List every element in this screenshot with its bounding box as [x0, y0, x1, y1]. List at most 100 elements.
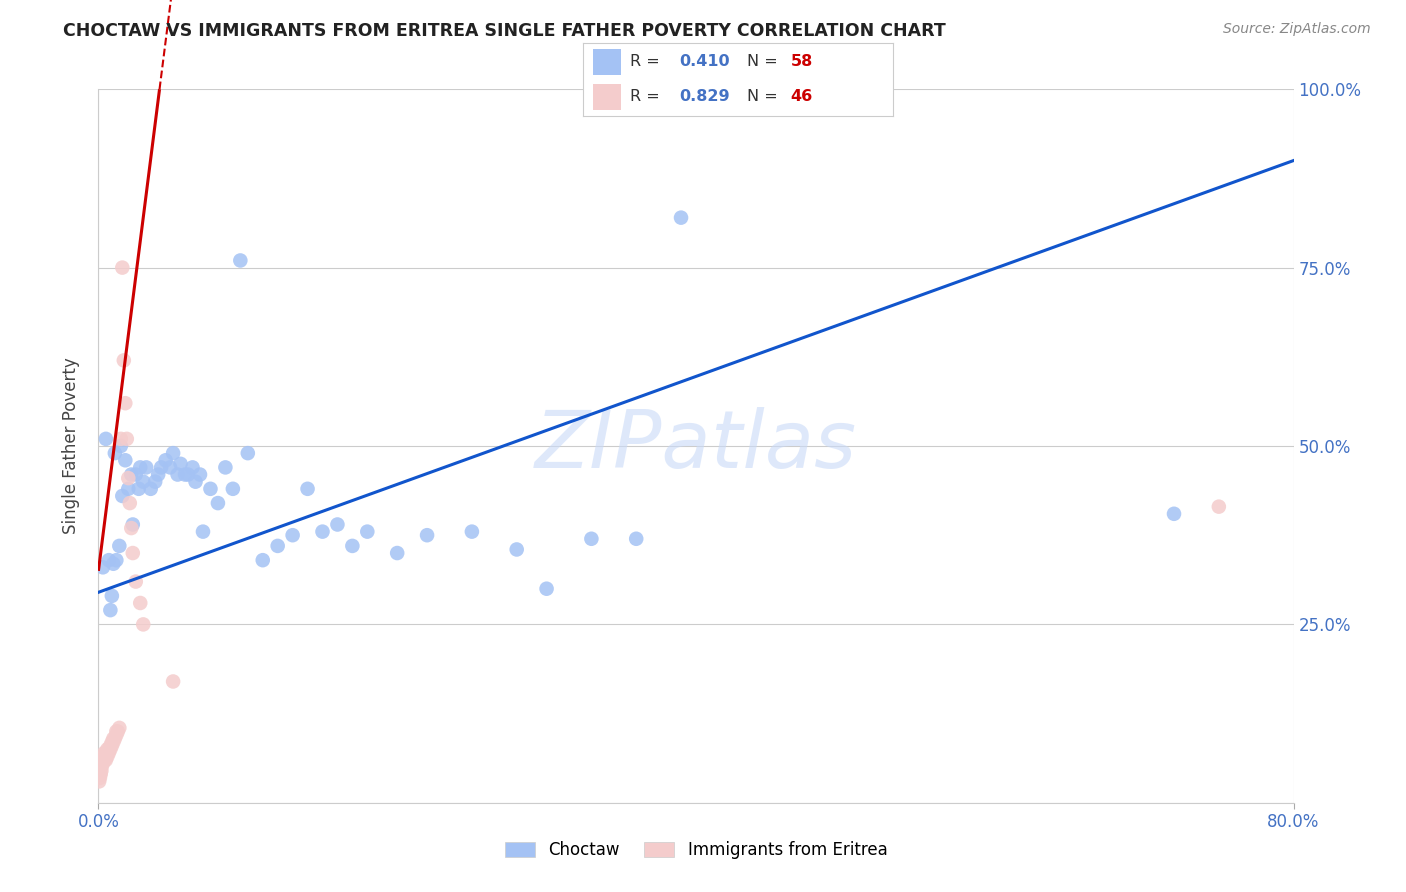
Choctaw — [111, 489, 134, 503]
Choctaw — [143, 475, 166, 489]
Bar — [593, 84, 620, 110]
Immigrants from Eritrea — [94, 746, 117, 760]
Choctaw — [581, 532, 603, 546]
Choctaw — [669, 211, 692, 225]
Choctaw — [105, 553, 128, 567]
Immigrants from Eritrea — [97, 746, 120, 760]
Choctaw — [120, 467, 142, 482]
Choctaw — [506, 542, 529, 557]
Text: R =: R = — [630, 54, 665, 70]
Text: R =: R = — [630, 89, 665, 104]
Immigrants from Eritrea — [121, 546, 143, 560]
Choctaw — [174, 467, 197, 482]
Text: CHOCTAW VS IMMIGRANTS FROM ERITREA SINGLE FATHER POVERTY CORRELATION CHART: CHOCTAW VS IMMIGRANTS FROM ERITREA SINGL… — [63, 22, 946, 40]
Immigrants from Eritrea — [91, 753, 114, 767]
Choctaw — [297, 482, 319, 496]
Choctaw — [188, 467, 211, 482]
Choctaw — [121, 517, 143, 532]
Immigrants from Eritrea — [90, 760, 112, 774]
Choctaw — [169, 457, 191, 471]
Choctaw — [281, 528, 304, 542]
Choctaw — [207, 496, 229, 510]
Choctaw — [181, 460, 204, 475]
Choctaw — [252, 553, 274, 567]
Choctaw — [214, 460, 236, 475]
Choctaw — [159, 460, 181, 475]
Choctaw — [128, 482, 150, 496]
Choctaw — [626, 532, 648, 546]
Immigrants from Eritrea — [98, 742, 122, 756]
Choctaw — [98, 603, 122, 617]
Immigrants from Eritrea — [97, 742, 120, 756]
Immigrants from Eritrea — [96, 749, 118, 764]
Immigrants from Eritrea — [125, 574, 148, 589]
Immigrants from Eritrea — [91, 756, 114, 771]
Text: 0.410: 0.410 — [679, 54, 730, 70]
Immigrants from Eritrea — [111, 260, 134, 275]
Immigrants from Eritrea — [162, 674, 184, 689]
Immigrants from Eritrea — [114, 396, 136, 410]
Text: ZIPatlas: ZIPatlas — [534, 407, 858, 485]
Immigrants from Eritrea — [120, 521, 142, 535]
Immigrants from Eritrea — [89, 774, 111, 789]
Immigrants from Eritrea — [93, 746, 115, 760]
Choctaw — [94, 432, 117, 446]
Choctaw — [150, 460, 173, 475]
Choctaw — [416, 528, 439, 542]
Choctaw — [222, 482, 245, 496]
Choctaw — [267, 539, 290, 553]
Immigrants from Eritrea — [93, 749, 115, 764]
Immigrants from Eritrea — [112, 353, 135, 368]
Text: 0.829: 0.829 — [679, 89, 730, 104]
Choctaw — [108, 539, 131, 553]
Bar — [593, 49, 620, 75]
Choctaw — [1163, 507, 1185, 521]
Choctaw — [97, 553, 120, 567]
Text: 58: 58 — [790, 54, 813, 70]
Immigrants from Eritrea — [94, 753, 117, 767]
Immigrants from Eritrea — [90, 764, 112, 778]
Immigrants from Eritrea — [101, 735, 124, 749]
Immigrants from Eritrea — [89, 771, 111, 785]
Choctaw — [135, 460, 157, 475]
Choctaw — [311, 524, 333, 539]
Immigrants from Eritrea — [105, 724, 128, 739]
Immigrants from Eritrea — [103, 735, 125, 749]
Immigrants from Eritrea — [90, 767, 112, 781]
Immigrants from Eritrea — [105, 728, 128, 742]
Immigrants from Eritrea — [104, 731, 127, 746]
Choctaw — [155, 453, 177, 467]
Choctaw — [139, 482, 162, 496]
Choctaw — [117, 482, 139, 496]
Immigrants from Eritrea — [110, 432, 132, 446]
Immigrants from Eritrea — [118, 496, 141, 510]
Choctaw — [132, 475, 155, 489]
Text: 46: 46 — [790, 89, 813, 104]
Choctaw — [342, 539, 364, 553]
Immigrants from Eritrea — [90, 753, 112, 767]
Immigrants from Eritrea — [101, 739, 124, 753]
Immigrants from Eritrea — [115, 432, 138, 446]
Immigrants from Eritrea — [117, 471, 139, 485]
Choctaw — [101, 589, 124, 603]
Choctaw — [184, 475, 207, 489]
Immigrants from Eritrea — [107, 724, 129, 739]
Choctaw — [91, 560, 114, 574]
Choctaw — [104, 446, 127, 460]
Choctaw — [536, 582, 558, 596]
Immigrants from Eritrea — [132, 617, 155, 632]
Choctaw — [200, 482, 222, 496]
Immigrants from Eritrea — [129, 596, 152, 610]
Immigrants from Eritrea — [98, 739, 122, 753]
Immigrants from Eritrea — [94, 749, 117, 764]
Choctaw — [191, 524, 214, 539]
Choctaw — [114, 453, 136, 467]
Text: Source: ZipAtlas.com: Source: ZipAtlas.com — [1223, 22, 1371, 37]
Immigrants from Eritrea — [96, 742, 118, 756]
Choctaw — [162, 446, 184, 460]
Immigrants from Eritrea — [89, 767, 111, 781]
Choctaw — [129, 460, 152, 475]
Choctaw — [125, 467, 148, 482]
Immigrants from Eritrea — [96, 746, 118, 760]
Text: N =: N = — [748, 89, 783, 104]
